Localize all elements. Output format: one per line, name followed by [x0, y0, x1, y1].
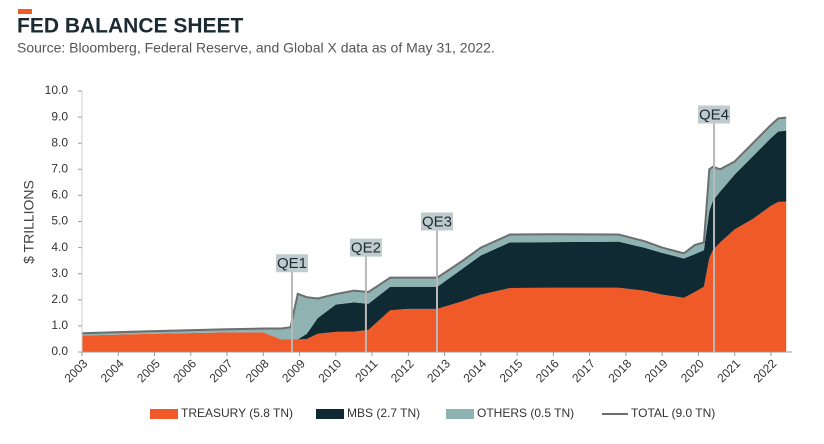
annotation-box: [698, 105, 731, 124]
x-tick-label: 2003: [62, 356, 91, 385]
x-tick-label: 2007: [207, 356, 236, 385]
x-tick-label: 2013: [424, 356, 453, 385]
y-tick-label: 1.0: [51, 318, 68, 332]
x-tick-label: 2011: [352, 356, 380, 384]
chart-subtitle: Source: Bloomberg, Federal Reserve, and …: [17, 40, 495, 56]
y-tick-label: 3.0: [51, 266, 68, 280]
y-tick-label: 0.0: [51, 344, 68, 358]
x-tick-label: 2020: [678, 356, 707, 385]
x-tick-label: 2010: [315, 356, 344, 385]
y-tick-label: 6.0: [51, 188, 68, 202]
y-tick-label: 4.0: [51, 240, 68, 254]
annotation-label: QE3: [422, 213, 452, 230]
y-tick-label: 9.0: [51, 109, 68, 123]
legend-label: TOTAL (9.0 TN): [631, 406, 715, 420]
legend-label: MBS (2.7 TN): [347, 406, 420, 420]
annotation-box: [349, 238, 382, 257]
x-tick-label: 2006: [170, 356, 199, 385]
legend-swatch: [316, 409, 344, 419]
y-tick-label: 2.0: [51, 292, 68, 306]
x-tick-label: 2018: [606, 356, 635, 385]
area: [82, 130, 787, 340]
title-accent: [18, 9, 32, 14]
x-tick-label: 2004: [98, 356, 127, 385]
annotation-label: QE1: [277, 255, 307, 272]
area: [82, 201, 787, 352]
x-tick-label: 2016: [533, 356, 562, 385]
y-axis-label: $ TRILLIONS: [21, 180, 37, 264]
legend-swatch: [446, 409, 474, 419]
chart-title: FED BALANCE SHEET: [17, 15, 244, 38]
y-tick-label: 5.0: [51, 214, 68, 228]
x-tick-label: 2019: [642, 356, 671, 385]
x-tick-label: 2009: [279, 356, 308, 385]
x-tick-label: 2005: [134, 356, 163, 385]
x-tick-label: 2021: [714, 356, 743, 385]
x-tick-label: 2015: [497, 356, 526, 385]
x-tick-label: 2014: [460, 356, 489, 385]
x-tick-label: 2008: [243, 356, 272, 385]
x-tick-label: 2022: [751, 356, 780, 385]
legend-label: TREASURY (5.8 TN): [181, 406, 293, 420]
x-tick-label: 2017: [569, 356, 598, 385]
y-tick-label: 8.0: [51, 135, 68, 149]
legend-label: OTHERS (0.5 TN): [477, 406, 574, 420]
annotation-box: [275, 254, 308, 273]
annotation-box: [421, 212, 453, 231]
legend-swatch: [150, 409, 178, 419]
y-tick-label: 10.0: [45, 83, 69, 97]
x-tick-label: 2012: [388, 356, 417, 385]
annotation-label: QE2: [351, 240, 381, 257]
annotation-label: QE4: [699, 106, 729, 123]
y-tick-label: 7.0: [51, 161, 68, 175]
